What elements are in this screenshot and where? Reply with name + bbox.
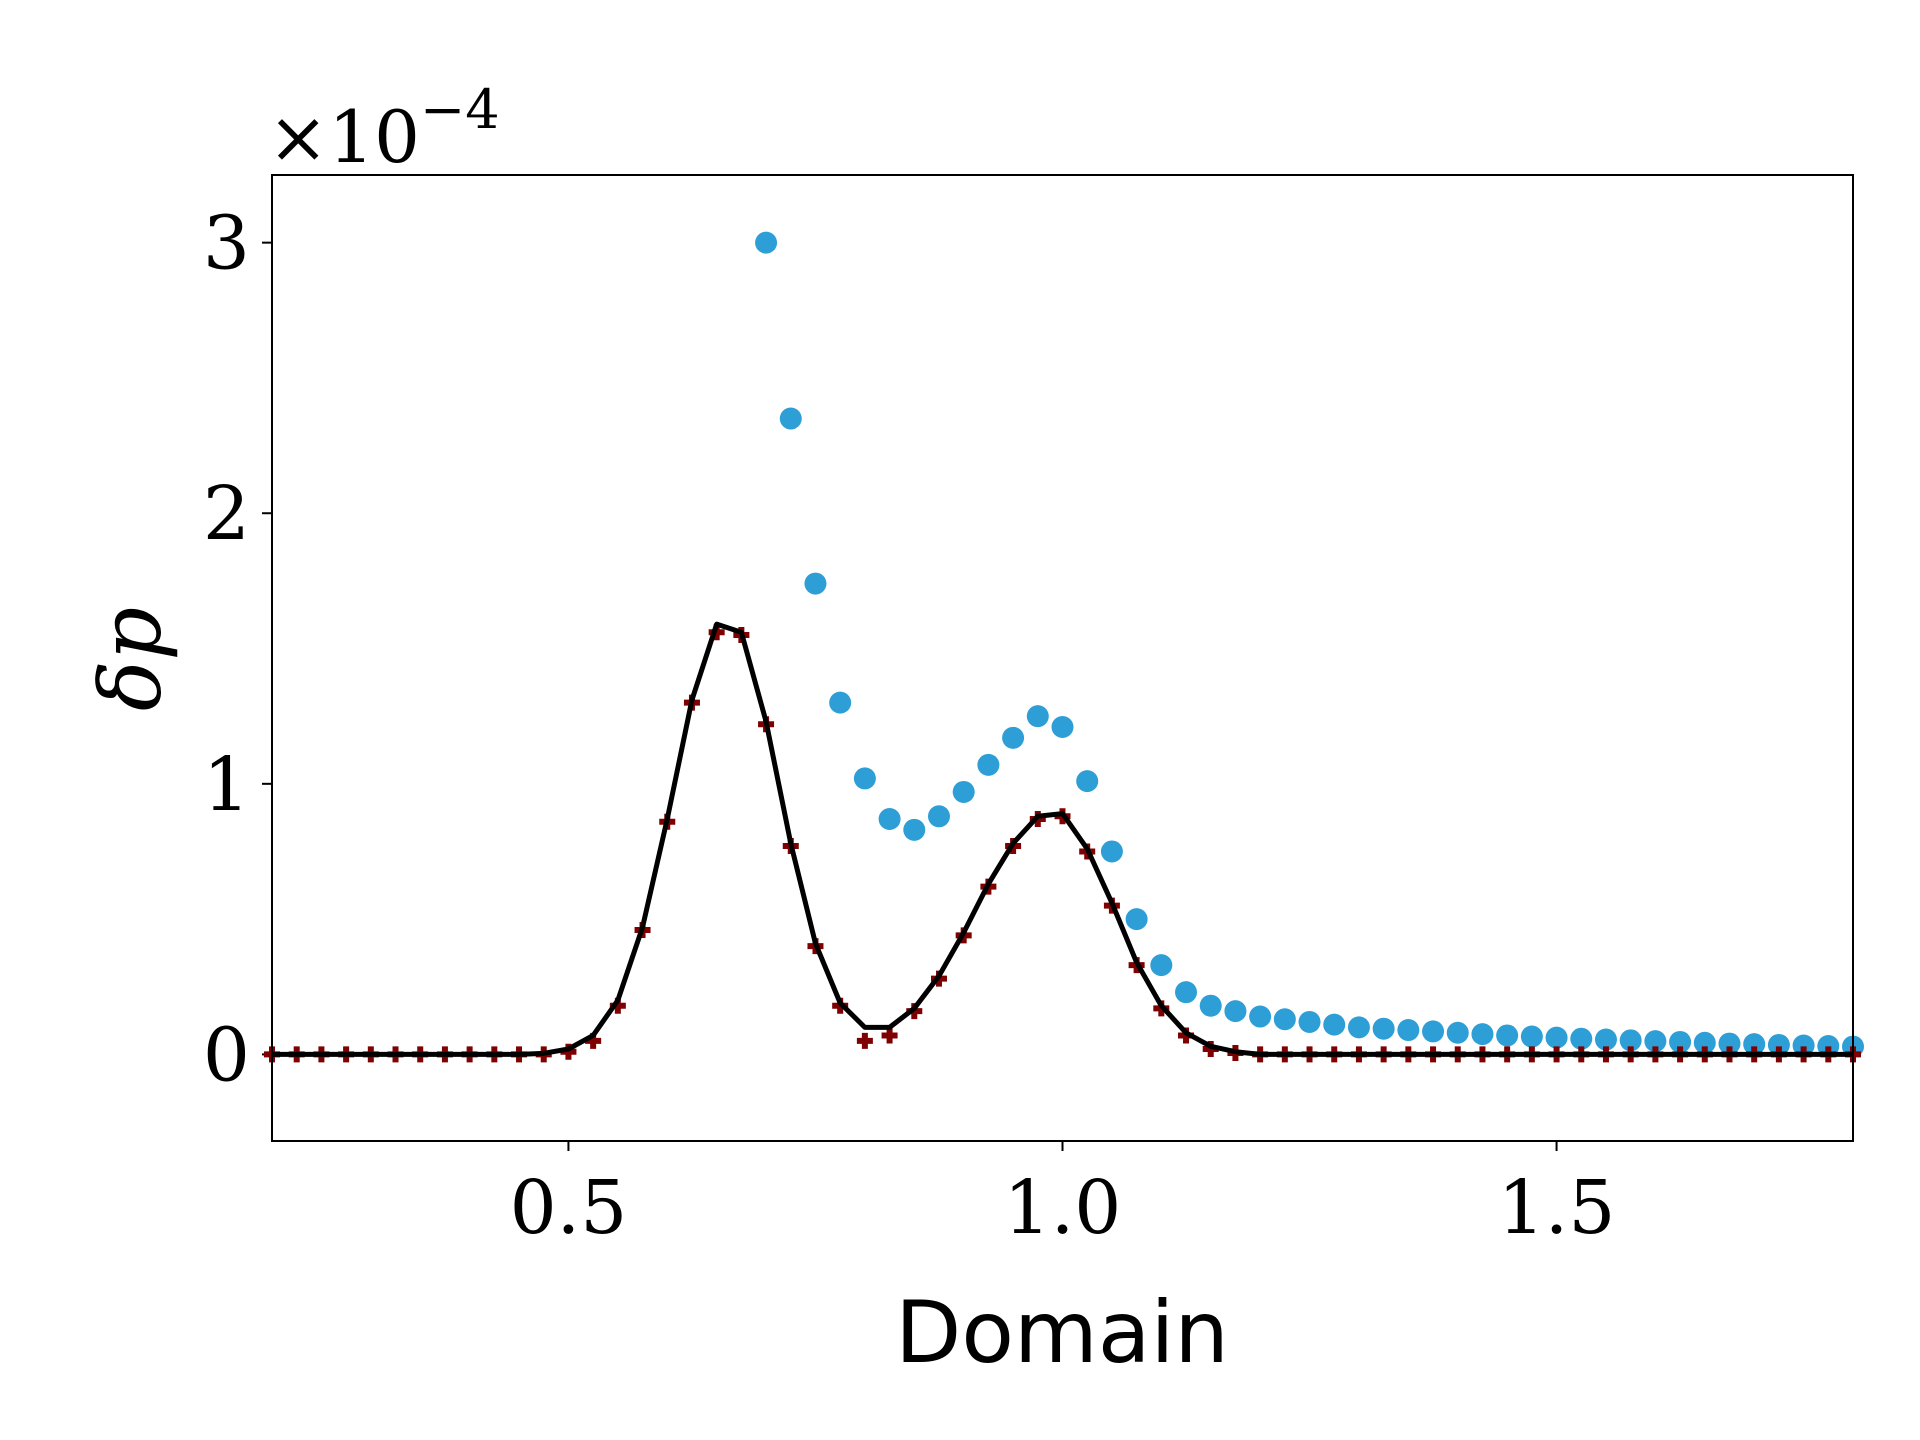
offset-exponent: −4 bbox=[420, 78, 500, 141]
data-point bbox=[755, 231, 778, 254]
y-tick-label: 1 bbox=[203, 742, 250, 828]
data-point bbox=[977, 753, 1000, 776]
data-point bbox=[1545, 1026, 1568, 1049]
data-point bbox=[1471, 1023, 1494, 1046]
data-point bbox=[1397, 1019, 1420, 1042]
data-line bbox=[272, 621, 1853, 1057]
data-point bbox=[829, 691, 852, 714]
data-point bbox=[779, 407, 802, 430]
data-point bbox=[1125, 908, 1148, 931]
data-point bbox=[853, 767, 876, 790]
data-point bbox=[1520, 1025, 1543, 1048]
data-point bbox=[1298, 1010, 1321, 1033]
data-point bbox=[1100, 840, 1123, 863]
data-point bbox=[1767, 1033, 1790, 1056]
y-tick-label: 2 bbox=[203, 471, 250, 557]
data-point bbox=[1372, 1017, 1395, 1040]
data-point bbox=[1743, 1033, 1766, 1056]
data-point bbox=[1026, 705, 1049, 728]
data-point bbox=[1249, 1005, 1272, 1028]
data-point bbox=[1496, 1024, 1519, 1047]
data-point bbox=[1570, 1027, 1593, 1050]
data-point bbox=[1619, 1029, 1642, 1052]
data-point bbox=[804, 572, 827, 595]
plot-frame bbox=[271, 174, 1854, 1142]
data-point bbox=[1273, 1008, 1296, 1031]
data-point bbox=[1594, 1028, 1617, 1051]
data-point bbox=[1224, 1000, 1247, 1023]
data-point bbox=[1076, 770, 1099, 793]
data-point bbox=[952, 780, 975, 803]
data-point bbox=[881, 1027, 898, 1044]
x-tick-label: 1.0 bbox=[1004, 1165, 1122, 1251]
x-axis-label: Domain bbox=[895, 1283, 1229, 1383]
data-point bbox=[1669, 1030, 1692, 1053]
data-point bbox=[1446, 1021, 1469, 1044]
x-tick-label: 1.5 bbox=[1498, 1165, 1616, 1251]
x-tick-label: 0.5 bbox=[510, 1165, 628, 1251]
data-point bbox=[1792, 1034, 1815, 1057]
data-point bbox=[1693, 1031, 1716, 1054]
data-point bbox=[878, 808, 901, 830]
y-tick-label: 0 bbox=[203, 1012, 250, 1098]
data-point bbox=[1051, 716, 1074, 738]
y-tick-label: 3 bbox=[203, 201, 250, 287]
data-point bbox=[856, 1032, 873, 1049]
data-point bbox=[1422, 1020, 1445, 1043]
data-point bbox=[1002, 726, 1025, 749]
offset-base: ×10 bbox=[268, 95, 420, 179]
data-point bbox=[1718, 1032, 1741, 1055]
y-axis-label: δp bbox=[82, 607, 180, 711]
data-point bbox=[1347, 1016, 1370, 1039]
data-point bbox=[903, 818, 926, 841]
data-point bbox=[1150, 954, 1173, 977]
y-offset-label: ×10−4 bbox=[268, 78, 500, 179]
data-point bbox=[927, 805, 950, 828]
data-point bbox=[1175, 981, 1198, 1004]
data-point bbox=[1323, 1013, 1346, 1036]
data-point bbox=[1644, 1030, 1667, 1053]
data-point bbox=[1199, 994, 1222, 1017]
